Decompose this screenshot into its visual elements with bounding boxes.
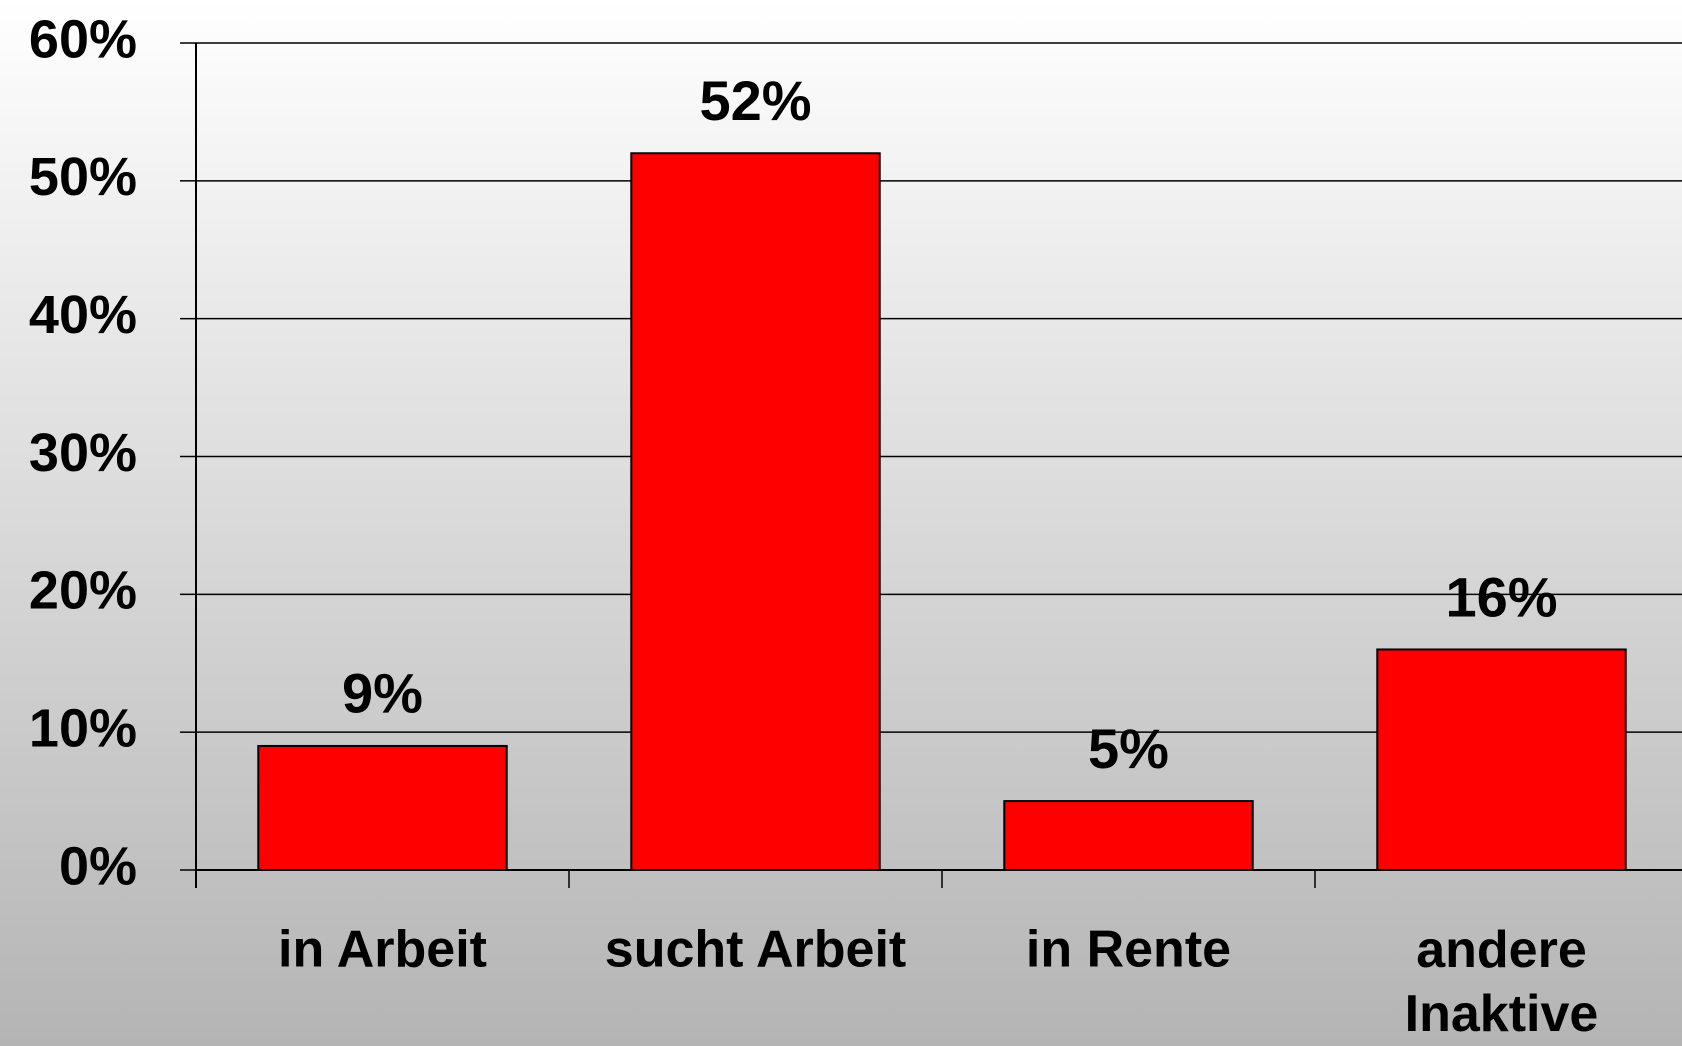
value-label: 16% [1445,565,1557,628]
value-label: 5% [1088,717,1169,780]
value-label: 52% [699,69,811,132]
y-tick-label: 60% [29,9,137,69]
bar [630,152,881,871]
y-tick-label: 10% [29,698,137,758]
bar [1003,800,1254,871]
x-tick-label: andere Inaktive [1405,921,1599,1043]
x-tick-label: sucht Arbeit [605,921,906,979]
value-label: 9% [342,662,423,725]
bar [1376,648,1627,872]
y-tick-label: 20% [29,561,137,621]
x-tick-label: in Rente [1026,921,1231,979]
y-tick-label: 50% [29,147,137,207]
y-tick-label: 30% [29,423,137,483]
bar [257,744,508,872]
x-tick-label: in Arbeit [278,921,487,979]
y-tick-label: 40% [29,285,137,345]
y-tick-label: 0% [59,836,137,896]
